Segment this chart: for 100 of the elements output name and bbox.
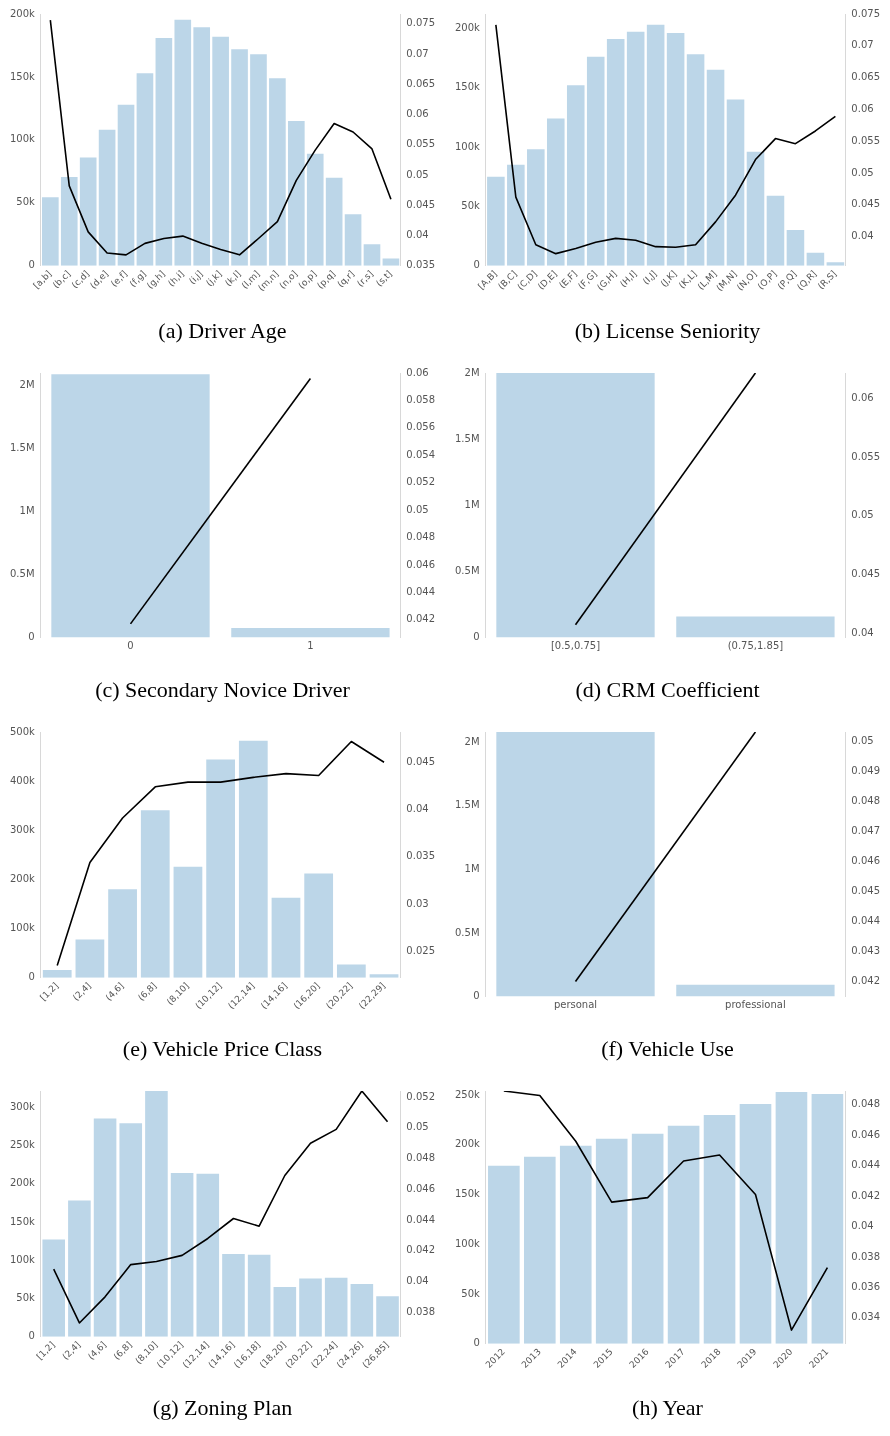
- y2-tick-label: 0.06: [851, 392, 874, 404]
- y2-tick-label: 0.044: [851, 915, 881, 927]
- x-tick-label: [0.5,0.75]: [550, 640, 601, 652]
- y-tick-label: 0.5M: [455, 565, 480, 577]
- bar: [108, 889, 137, 978]
- bar: [606, 38, 625, 266]
- y2-tick-label: 0.038: [406, 1305, 436, 1317]
- y-tick-label: 0: [473, 631, 480, 643]
- y-tick-label: 0.5M: [10, 568, 35, 580]
- bar: [287, 120, 305, 266]
- bar: [487, 176, 505, 266]
- bar: [726, 99, 745, 266]
- y-tick-label: 1.5M: [455, 432, 480, 444]
- bar: [586, 56, 605, 266]
- bar: [145, 1091, 168, 1337]
- bar: [140, 810, 170, 978]
- bar: [344, 214, 362, 266]
- y2-tick-label: 0.048: [851, 794, 881, 806]
- bar: [336, 964, 366, 978]
- bar: [811, 1093, 844, 1344]
- y-tick-label: 2M: [19, 379, 35, 391]
- bar: [60, 177, 78, 266]
- bar: [325, 177, 343, 266]
- bar: [68, 1200, 91, 1337]
- bar: [196, 1173, 220, 1337]
- y-tick-label: 300k: [9, 1100, 36, 1112]
- y2-tick-label: 0.075: [851, 7, 881, 19]
- bar: [766, 195, 785, 266]
- text: (b) License Seniority: [574, 317, 761, 343]
- y2-tick-label: 0.045: [406, 198, 436, 210]
- y2-tick-label: 0.042: [851, 975, 881, 987]
- y-tick-label: 200k: [9, 7, 36, 19]
- bar: [269, 78, 286, 266]
- y2-tick-label: 0.043: [851, 945, 881, 957]
- bar: [595, 1138, 628, 1344]
- y2-tick-label: 0.034: [851, 1311, 881, 1323]
- y2-tick-label: 0.054: [406, 448, 436, 460]
- y2-tick-label: 0.04: [851, 626, 874, 638]
- bar: [626, 31, 645, 266]
- x-tick-label: 1: [307, 640, 314, 652]
- y2-tick-label: 0.042: [851, 1189, 881, 1201]
- bar: [42, 197, 59, 266]
- y-tick-label: 200k: [9, 873, 36, 885]
- y-tick-label: 1M: [464, 862, 480, 874]
- bar: [646, 24, 665, 266]
- y2-tick-label: 0.07: [851, 39, 874, 51]
- bar: [706, 69, 725, 266]
- y2-tick-label: 0.046: [406, 1182, 436, 1194]
- y-tick-label: 100k: [9, 922, 36, 934]
- y-tick-label: 50k: [16, 196, 36, 208]
- y2-tick-label: 0.044: [406, 1213, 436, 1225]
- bar: [193, 27, 211, 266]
- y2-tick-label: 0.05: [406, 503, 429, 515]
- y-tick-label: 0: [28, 631, 35, 643]
- y2-tick-label: 0.05: [851, 166, 874, 178]
- y2-tick-label: 0.04: [406, 1275, 429, 1287]
- x-tick-label: professional: [725, 999, 786, 1011]
- bar: [746, 151, 765, 266]
- y2-tick-label: 0.055: [851, 134, 881, 146]
- bar: [527, 149, 545, 266]
- bar: [75, 939, 105, 978]
- y2-tick-label: 0.06: [406, 108, 429, 120]
- y2-tick-label: 0.048: [851, 1098, 881, 1110]
- bar: [507, 164, 525, 266]
- y2-tick-label: 0.042: [406, 613, 436, 625]
- bar: [212, 36, 229, 266]
- bar: [363, 244, 381, 266]
- y2-tick-label: 0.036: [851, 1281, 881, 1293]
- text: (h) Year: [632, 1394, 704, 1420]
- y-tick-label: 1.5M: [10, 442, 35, 454]
- y-tick-label: 500k: [9, 725, 36, 737]
- y2-tick-label: 0.042: [406, 1244, 436, 1256]
- y2-tick-label: 0.052: [406, 476, 436, 488]
- y2-tick-label: 0.052: [406, 1090, 436, 1102]
- y2-tick-label: 0.046: [851, 1128, 881, 1140]
- y-tick-label: 0.5M: [455, 926, 480, 938]
- y-tick-label: 250k: [9, 1138, 36, 1150]
- bar: [324, 1277, 348, 1337]
- y-tick-label: 150k: [9, 1215, 36, 1227]
- y-tick-label: 100k: [454, 1237, 481, 1249]
- bar: [250, 54, 267, 266]
- bar: [42, 969, 72, 978]
- y-tick-label: 200k: [454, 21, 481, 33]
- bar: [350, 1283, 374, 1337]
- bar: [222, 1254, 245, 1337]
- bar: [376, 1296, 399, 1337]
- y2-tick-label: 0.045: [851, 198, 881, 210]
- bar: [546, 118, 565, 266]
- bar: [667, 1125, 700, 1344]
- y2-tick-label: 0.06: [851, 102, 874, 114]
- bar: [117, 104, 135, 266]
- bar: [299, 1278, 322, 1337]
- y2-tick-label: 0.075: [406, 17, 436, 29]
- bar: [79, 157, 97, 266]
- bar: [174, 19, 192, 266]
- bar: [271, 897, 301, 978]
- y2-tick-label: 0.049: [851, 764, 881, 776]
- y-tick-label: 1M: [19, 505, 35, 517]
- y2-tick-label: 0.048: [406, 1152, 436, 1164]
- y-tick-label: 0: [28, 971, 35, 983]
